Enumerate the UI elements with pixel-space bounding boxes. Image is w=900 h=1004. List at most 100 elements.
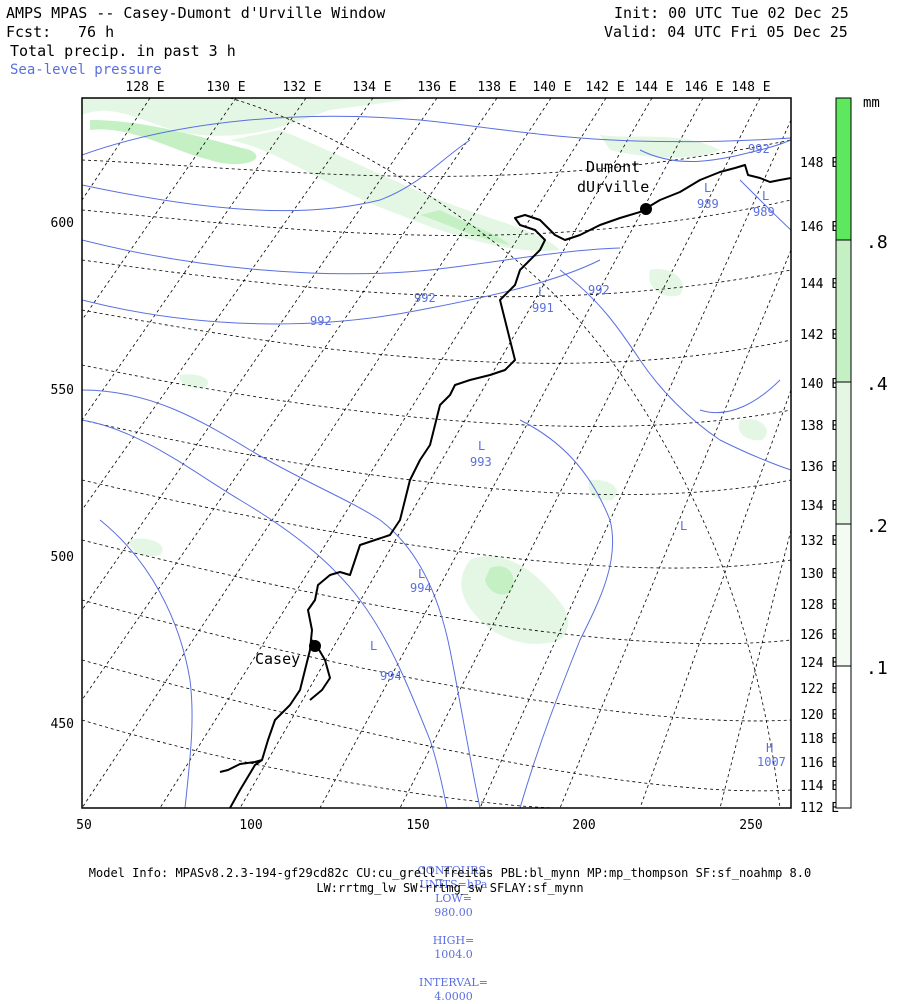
pressure-label: 993	[470, 455, 492, 469]
pressure-label: 1007	[757, 755, 786, 769]
meridian-line	[82, 98, 151, 201]
meridian-line	[82, 98, 307, 421]
meridian-line	[399, 98, 761, 808]
right-lon-label: 136 E	[800, 460, 839, 475]
x-axis-label: 50	[76, 818, 92, 833]
coastline-path	[219, 759, 263, 773]
y-axis-label: 450	[51, 717, 74, 732]
valid-time: Valid: 04 UTC Fri 05 Dec 25	[604, 23, 848, 41]
isobar	[99, 519, 193, 808]
parallel-line	[82, 419, 791, 495]
top-lon-label: 132 E	[282, 80, 321, 95]
right-lon-label: 114 E	[800, 779, 839, 794]
pressure-label: 989	[697, 197, 719, 211]
right-lon-label: 112 E	[800, 801, 839, 816]
top-lon-label: 136 E	[417, 80, 456, 95]
isobar	[519, 419, 614, 808]
meridian-line	[319, 98, 704, 808]
x-axis-label: 200	[572, 818, 595, 833]
precip-area	[461, 556, 569, 644]
high-center-marker: H	[766, 741, 773, 755]
top-lon-label: 148 E	[731, 80, 770, 95]
pressure-label: 992	[748, 142, 770, 156]
right-lon-label: 122 E	[800, 682, 839, 697]
isobar	[739, 179, 791, 231]
meridian-line	[82, 98, 374, 511]
precip-area	[649, 269, 683, 297]
colorbar-segment-lightest	[836, 524, 851, 666]
low-center-marker: L	[680, 519, 687, 533]
pressure-label: 992	[414, 291, 436, 305]
x-axis-labels: 50 100 150 200 250	[76, 818, 763, 833]
top-lon-label: 144 E	[634, 80, 673, 95]
colorbar: mm .8 .4 .2 .1	[835, 95, 888, 809]
y-axis-label: 600	[51, 216, 74, 231]
parallel-line	[82, 309, 791, 364]
meridian-line	[82, 98, 552, 808]
map-figure: Dumont dUrville Casey 992 992 992 992 98…	[51, 80, 888, 833]
meridian-line	[639, 389, 791, 808]
isobar	[699, 379, 781, 414]
parallel-line	[82, 139, 791, 177]
station-label-dumont-1: Dumont	[586, 158, 640, 176]
right-lon-label: 132 E	[800, 534, 839, 549]
precip-area	[129, 538, 163, 557]
isobar	[82, 115, 791, 156]
precip-area	[90, 120, 257, 165]
right-lon-label: 134 E	[800, 499, 839, 514]
station-marker-casey	[309, 640, 321, 652]
right-lon-label: 118 E	[800, 732, 839, 747]
pressure-labels: 992 992 992 992 989 989 991 993 994 994 …	[310, 142, 786, 769]
precip-area	[485, 566, 514, 595]
right-lon-label: 116 E	[800, 756, 839, 771]
colorbar-tick-label: .2	[866, 516, 888, 537]
pressure-label: 994	[410, 581, 432, 595]
pressure-label: 992	[588, 283, 610, 297]
right-lon-label: 130 E	[800, 567, 839, 582]
contour-high-value: 1004.0	[434, 948, 473, 961]
precip-area	[600, 135, 720, 158]
colorbar-segment-mid	[836, 240, 851, 382]
coastline-path	[229, 164, 791, 808]
y-axis-label: 550	[51, 383, 74, 398]
y-axis-labels: 600 550 500 450	[51, 216, 74, 732]
meridian-line	[82, 98, 438, 611]
right-lon-label: 146 E	[800, 220, 839, 235]
pressure-label: 994	[380, 669, 402, 683]
map-title: AMPS MPAS -- Casey-Dumont d'Urville Wind…	[6, 4, 386, 22]
field-name: Total precip. in past 3 h	[10, 42, 236, 60]
model-info: Model Info: MPASv8.2.3-194-gf29cd82c CU:…	[88, 866, 812, 880]
right-lon-label: 144 E	[800, 277, 839, 292]
colorbar-frame	[835, 97, 852, 809]
parallel-line	[82, 259, 791, 298]
colorbar-tick-label: .8	[866, 232, 888, 253]
parallel-line	[82, 599, 791, 722]
right-lon-label: 140 E	[800, 377, 839, 392]
right-lon-labels: 148 E 146 E 144 E 142 E 140 E 138 E 136 …	[800, 156, 839, 816]
colorbar-unit: mm	[863, 95, 880, 111]
station-label-dumont-2: dUrville	[577, 178, 649, 196]
right-lon-label: 138 E	[800, 419, 839, 434]
low-center-marker: L	[370, 639, 377, 653]
station-label-casey: Casey	[255, 650, 300, 668]
meridian-line	[479, 119, 791, 808]
meridian-line	[239, 98, 653, 808]
top-lon-label: 142 E	[585, 80, 624, 95]
forecast-label: Fcst:	[6, 23, 52, 41]
contour-low-value: 980.00	[434, 906, 473, 919]
colorbar-segment-strong	[836, 98, 851, 240]
precip-shading	[82, 98, 767, 644]
pressure-centers: L L L L L L L H	[370, 181, 773, 755]
top-lon-label: 146 E	[684, 80, 723, 95]
map-frame	[81, 97, 792, 809]
colorbar-tick-label: .1	[866, 658, 888, 679]
y-axis-label: 500	[51, 550, 74, 565]
precip-area	[588, 479, 617, 501]
station-marker-dumont	[640, 203, 652, 215]
model-info-2: LW:rrtmg_lw SW:rrtmg_sw SFLAY:sf_mynn	[316, 881, 584, 895]
contour-interval-label: INTERVAL=	[419, 976, 488, 989]
low-center-marker: L	[704, 181, 711, 195]
right-lon-label: 142 E	[800, 328, 839, 343]
contour-interval-value: 4.0000	[434, 990, 473, 1003]
low-center-marker: L	[418, 567, 425, 581]
